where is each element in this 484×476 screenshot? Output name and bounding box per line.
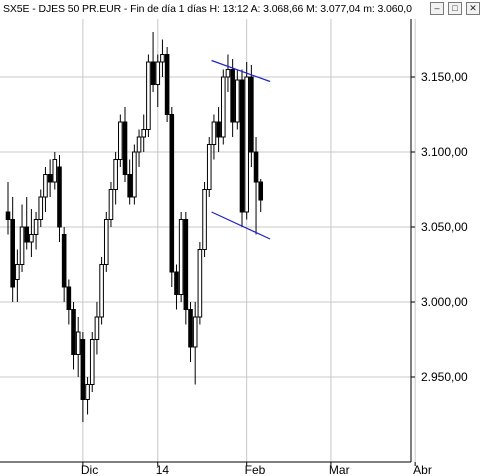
candle-body	[253, 151, 259, 183]
candle-body	[235, 79, 240, 123]
candle-body	[122, 121, 128, 175]
maximize-icon[interactable]: □	[448, 2, 462, 15]
candle-body	[127, 174, 132, 198]
candle-body	[75, 331, 81, 355]
candle-body	[155, 61, 161, 85]
candle-body	[160, 54, 165, 63]
window-title: SX5E - DJES 50 PR.EUR - Fin de día 1 día…	[3, 3, 412, 15]
candle-body	[38, 196, 44, 220]
candle-body	[57, 166, 62, 228]
x-tick-label: Mar	[329, 463, 350, 476]
candle-body	[150, 61, 156, 85]
candle-body	[174, 271, 179, 295]
candlestick-series	[5, 32, 264, 422]
close-icon[interactable]: ✕	[466, 2, 480, 15]
candle-body	[52, 159, 58, 183]
candle-body	[19, 226, 25, 265]
candle-body	[206, 144, 212, 190]
y-tick-label: 3.050,00	[421, 220, 468, 234]
candle-body	[244, 76, 249, 213]
candle-body	[211, 121, 217, 145]
candle-body	[136, 136, 142, 153]
candle-body	[220, 76, 226, 138]
candle-body	[47, 174, 53, 183]
candle-body	[230, 69, 235, 123]
x-tick-labels: Dic 14 Feb Mar Abr	[81, 462, 432, 476]
x-tick-label: 14	[156, 463, 170, 476]
candle-body	[15, 264, 20, 280]
candle-body	[249, 76, 254, 153]
candle-body	[132, 151, 137, 198]
upper-channel-trend-line[interactable]	[211, 59, 271, 83]
x-tick-label: Dic	[81, 463, 98, 476]
candle-body	[10, 219, 15, 288]
candle-body	[164, 54, 170, 115]
candle-body	[225, 69, 231, 78]
candle-body	[197, 249, 203, 318]
candle-body	[183, 219, 189, 310]
candle-body	[29, 234, 34, 243]
minimize-icon[interactable]: –	[430, 2, 444, 15]
candle-body	[169, 114, 175, 273]
trend-lines	[211, 59, 271, 240]
candle-body	[192, 316, 198, 348]
candle-body	[178, 219, 184, 295]
y-tick-label: 3.100,00	[421, 145, 468, 159]
candle-body	[85, 384, 90, 400]
candle-body	[61, 234, 67, 288]
candle-body	[146, 61, 151, 130]
candle-body	[94, 316, 100, 340]
y-tick-label: 2.950,00	[421, 370, 468, 384]
candle-body	[71, 309, 76, 355]
x-tick-label: Abr	[413, 463, 432, 476]
candle-body	[89, 339, 95, 385]
y-tick-labels: 3.150,00 3.100,00 3.050,00 3.000,00 2.950,00	[411, 70, 468, 384]
y-tick-label: 3.150,00	[421, 70, 468, 84]
candle-body	[202, 189, 207, 250]
candle-body	[108, 189, 114, 220]
candle-body	[258, 181, 264, 201]
y-tick-label: 3.000,00	[421, 295, 468, 309]
candle-body	[239, 79, 245, 213]
candle-body	[103, 219, 109, 265]
candle-body	[188, 309, 193, 348]
candle-body	[66, 286, 72, 310]
candle-body	[24, 226, 30, 243]
lower-channel-trend-line[interactable]	[211, 211, 271, 240]
axes	[0, 19, 412, 463]
candle-body	[118, 121, 123, 160]
candle-body	[141, 129, 147, 138]
candle-body	[99, 264, 104, 318]
candle-body	[113, 159, 118, 190]
candle-body	[216, 121, 221, 138]
candle-body	[80, 339, 86, 400]
candle-body	[43, 174, 48, 198]
candle-body	[33, 219, 39, 235]
candle-body	[5, 211, 11, 220]
title-bar: SX5E - DJES 50 PR.EUR - Fin de día 1 día…	[0, 0, 484, 19]
x-tick-label: Feb	[245, 463, 266, 476]
